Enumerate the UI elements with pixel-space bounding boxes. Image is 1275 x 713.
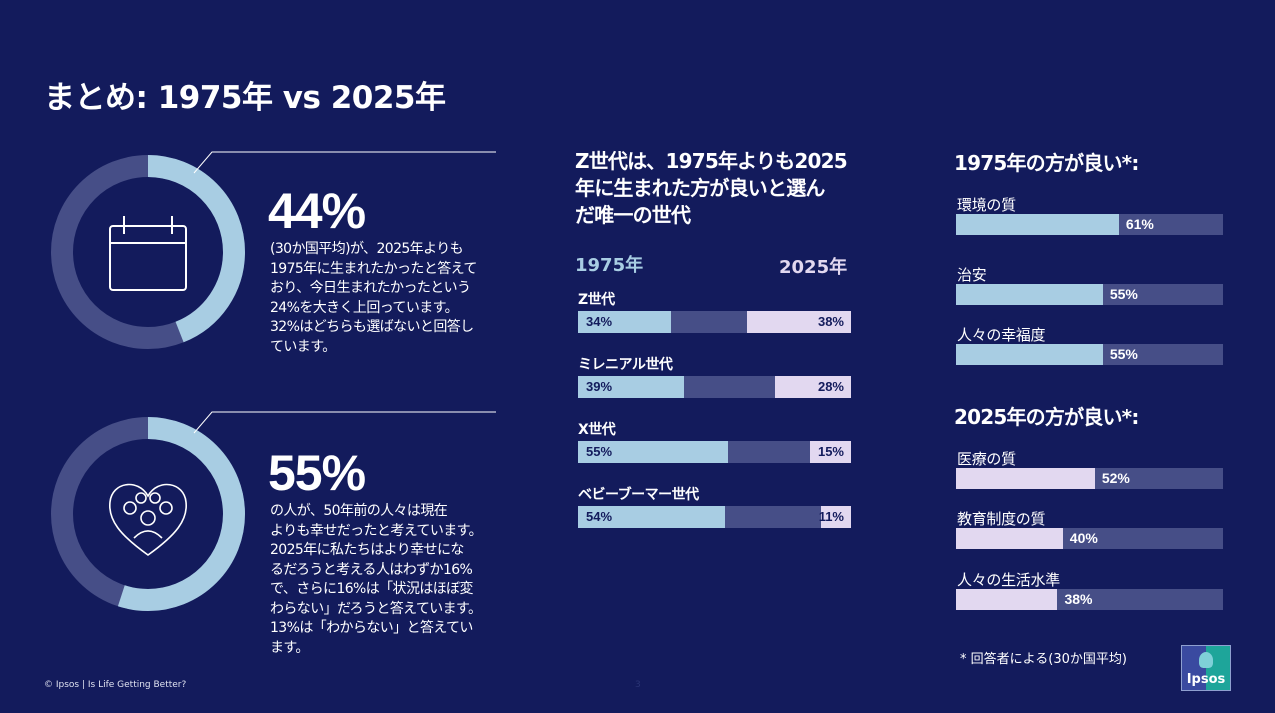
donut-fill xyxy=(51,155,245,349)
footer-text: © Ipsos | Is Life Getting Better? xyxy=(44,680,187,690)
donut-fill xyxy=(51,417,245,611)
item-bar: 52% xyxy=(956,468,1223,489)
bar-1975 xyxy=(578,376,685,398)
item-label: 環境の質 xyxy=(957,196,1016,214)
text-line: Z世代は、1975年よりも2025 xyxy=(575,149,848,173)
item-value: 40% xyxy=(1069,530,1098,546)
text-line: (30か国平均)が、2025年よりも xyxy=(270,241,464,257)
text-line: だ唯一の世代 xyxy=(575,203,691,227)
item-bar: 55% xyxy=(956,344,1223,365)
bar-fill xyxy=(956,284,1103,305)
text-line: よりも幸せだったと考えています。 xyxy=(270,522,483,539)
bar-2025 xyxy=(820,506,851,528)
text-line: 13%は「わからない」と答えてい xyxy=(270,620,473,636)
item-label: 人々の幸福度 xyxy=(957,326,1046,344)
item-label: 治安 xyxy=(957,266,987,284)
item-value: 52% xyxy=(1101,470,1130,486)
generations-heading: Z世代は、1975年よりも2025 年に生まれた方が良いと選ん だ唯一の世代 xyxy=(575,148,848,229)
connector-line-2 xyxy=(193,411,496,434)
generation-label: ベビーブーマー世代 xyxy=(578,487,699,503)
donut-55 xyxy=(51,417,245,611)
text-line: 年に生まれた方が良いと選ん xyxy=(575,176,825,200)
stat-55-description: の人が、50年前の人々は現在よりも幸せだったと考えています。 2025年に私たちは… xyxy=(270,502,483,658)
bar-2025 xyxy=(810,441,851,463)
value-1975: 39% xyxy=(586,379,613,394)
donut-44 xyxy=(51,155,245,349)
text-line: るだろうと考える人はわずか16% xyxy=(270,561,473,578)
generation-bar: 34% 38% xyxy=(578,311,851,333)
page-number: 3 xyxy=(635,680,641,690)
page-title: まとめ: 1975年 vs 2025年 xyxy=(44,80,446,116)
stat-44-description: (30か国平均)が、2025年よりも 1975年に生まれたかったと答えて おり、今日… xyxy=(270,240,477,357)
value-2025: 15% xyxy=(817,444,844,459)
item-label: 教育制度の質 xyxy=(957,510,1046,528)
value-1975: 34% xyxy=(586,314,613,329)
item-value: 55% xyxy=(1109,346,1138,362)
item-label: 人々の生活水準 xyxy=(957,571,1060,589)
bar-2025 xyxy=(747,311,851,333)
better-1975-heading: 1975年の方が良い*: xyxy=(954,151,1139,175)
item-value: 38% xyxy=(1064,591,1093,607)
generation-label: Z世代 xyxy=(578,292,615,308)
generation-label: X世代 xyxy=(578,422,616,438)
text-line: わらない」だろうと答えています。 xyxy=(270,600,482,617)
text-line: 24%を大きく上回っています。 xyxy=(270,299,459,316)
bar-fill xyxy=(956,214,1119,235)
bar-1975 xyxy=(578,506,726,528)
legend-1975: 1975年 xyxy=(575,255,644,276)
text-line: の人が、50年前の人々は現在 xyxy=(270,503,448,519)
bar-1975 xyxy=(578,441,729,463)
donut-charts xyxy=(51,151,496,611)
heart-family-icon xyxy=(109,483,187,556)
item-bar: 40% xyxy=(956,528,1223,549)
bar-fill xyxy=(956,528,1063,549)
bar-fill xyxy=(956,468,1095,489)
bar-fill xyxy=(956,589,1058,610)
text-line: 2025年に私たちはより幸せにな xyxy=(270,542,464,558)
item-value: 55% xyxy=(1109,286,1138,302)
text-line: おり、今日生まれたかったという xyxy=(270,280,471,296)
item-bar: 38% xyxy=(956,589,1223,610)
text-line: 1975年に生まれたかったと答えて xyxy=(270,260,477,277)
bar-1975 xyxy=(578,311,671,333)
generation-label: ミレニアル世代 xyxy=(578,357,673,373)
ipsos-logo: Ipsos xyxy=(1181,645,1231,691)
item-bar: 55% xyxy=(956,284,1223,305)
generation-bar: 54% 11% xyxy=(578,506,851,528)
item-bar: 61% xyxy=(956,214,1223,235)
text-line: ます。 xyxy=(270,639,309,656)
item-value: 61% xyxy=(1125,216,1154,232)
connector-line-1 xyxy=(193,151,496,174)
generation-bar: 55% 15% xyxy=(578,441,851,463)
generation-bar: 39% 28% xyxy=(578,376,851,398)
item-label: 医療の質 xyxy=(957,450,1016,468)
text-line: で、さらに16%は「状況はほぼ変 xyxy=(270,581,474,597)
bar-fill xyxy=(956,344,1103,365)
value-2025: 11% xyxy=(818,509,844,524)
stat-55-value: 55% xyxy=(268,445,366,501)
legend-2025: 2025年 xyxy=(779,257,848,278)
text-line: 32%はどちらも選ばないと回答し xyxy=(270,319,474,335)
logo-text: Ipsos xyxy=(1186,672,1226,687)
bar-2025 xyxy=(774,376,851,398)
value-1975: 55% xyxy=(586,444,613,459)
text-line: ています。 xyxy=(270,338,336,355)
calendar-icon xyxy=(109,216,187,291)
footnote: * 回答者による(30か国平均) xyxy=(960,652,1127,667)
better-2025-heading: 2025年の方が良い*: xyxy=(954,405,1139,429)
value-2025: 38% xyxy=(817,314,844,329)
value-2025: 28% xyxy=(817,379,844,394)
logo-head-icon xyxy=(1199,652,1213,668)
value-1975: 54% xyxy=(586,509,613,524)
stat-44-value: 44% xyxy=(268,183,366,239)
